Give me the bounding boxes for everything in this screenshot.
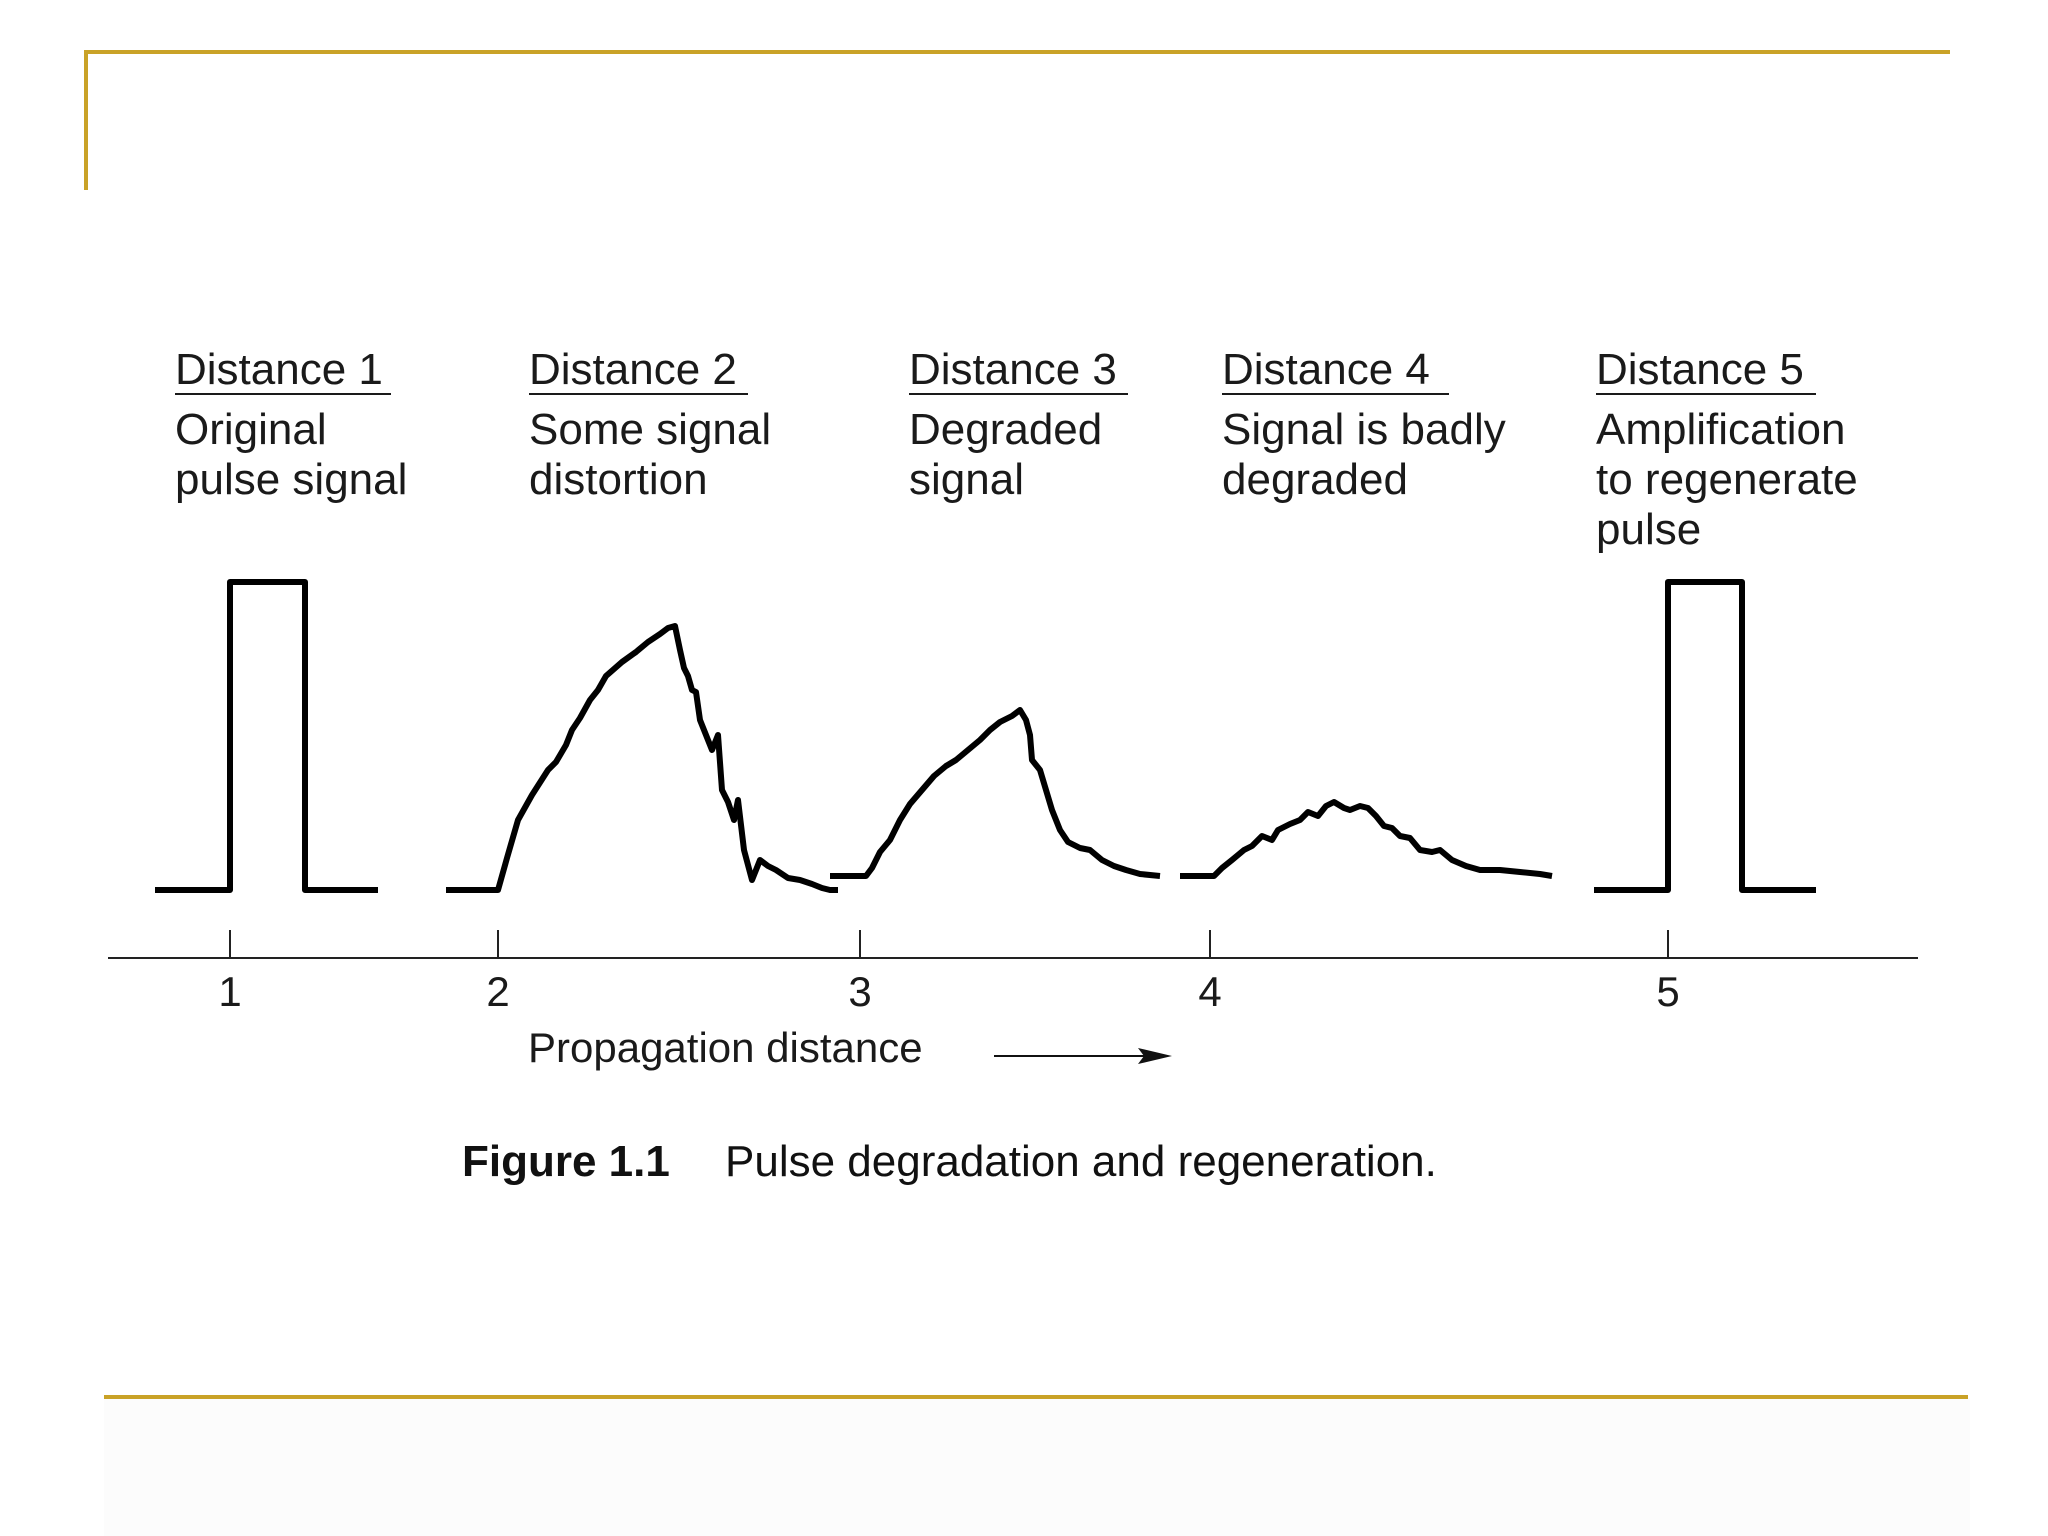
stage-desc-line: pulse <box>1596 505 1701 554</box>
stage-header-2: Distance 2 Some signal distortion <box>529 345 771 504</box>
stage-desc-line: Original <box>175 405 327 454</box>
signal-pulse-regenerated <box>1594 579 1816 893</box>
signal-some-distortion <box>446 623 838 893</box>
axis-label: Propagation distance <box>528 1024 923 1071</box>
stage-title: Distance 5 <box>1596 345 1804 394</box>
signal-pulse-original <box>155 579 378 893</box>
stage-desc-line: degraded <box>1222 455 1408 504</box>
caption-number: Figure 1.1 <box>462 1137 670 1186</box>
stage-header-5: Distance 5 Amplification to regenerate p… <box>1596 345 1858 554</box>
caption-text: Pulse degradation and regeneration. <box>725 1137 1437 1186</box>
axis-tick-label: 4 <box>1198 968 1221 1015</box>
figure: Distance 1 Original pulse signal Distanc… <box>108 345 1918 1186</box>
stage-title: Distance 1 <box>175 345 383 394</box>
stage-title: Distance 3 <box>909 345 1117 394</box>
stage-header-3: Distance 3 Degraded signal <box>909 345 1128 504</box>
stage-desc-line: Some signal <box>529 405 771 454</box>
axis-tick-label: 2 <box>486 968 509 1015</box>
signal-degraded <box>830 707 1161 879</box>
stage-desc-line: pulse signal <box>175 455 407 504</box>
footer-band <box>104 1398 1970 1536</box>
stage-header-1: Distance 1 Original pulse signal <box>175 345 407 504</box>
stage-desc-line: distortion <box>529 455 708 504</box>
stage-desc-line: Amplification <box>1596 405 1845 454</box>
arrow-right-icon <box>994 1048 1172 1064</box>
axis-tick-label: 1 <box>218 968 241 1015</box>
stage-desc-line: Degraded <box>909 405 1102 454</box>
stage-header-4: Distance 4 Signal is badly degraded <box>1222 345 1506 504</box>
axis-tick-label: 5 <box>1656 968 1679 1015</box>
title-accent-frame <box>84 50 1950 190</box>
axis-tick-label: 3 <box>848 968 871 1015</box>
stage-title: Distance 2 <box>529 345 737 394</box>
stage-desc-line: signal <box>909 455 1024 504</box>
stage-desc-line: Signal is badly <box>1222 405 1506 454</box>
signal-badly-degraded <box>1180 799 1553 879</box>
stage-title: Distance 4 <box>1222 345 1430 394</box>
stage-desc-line: to regenerate <box>1596 455 1858 504</box>
